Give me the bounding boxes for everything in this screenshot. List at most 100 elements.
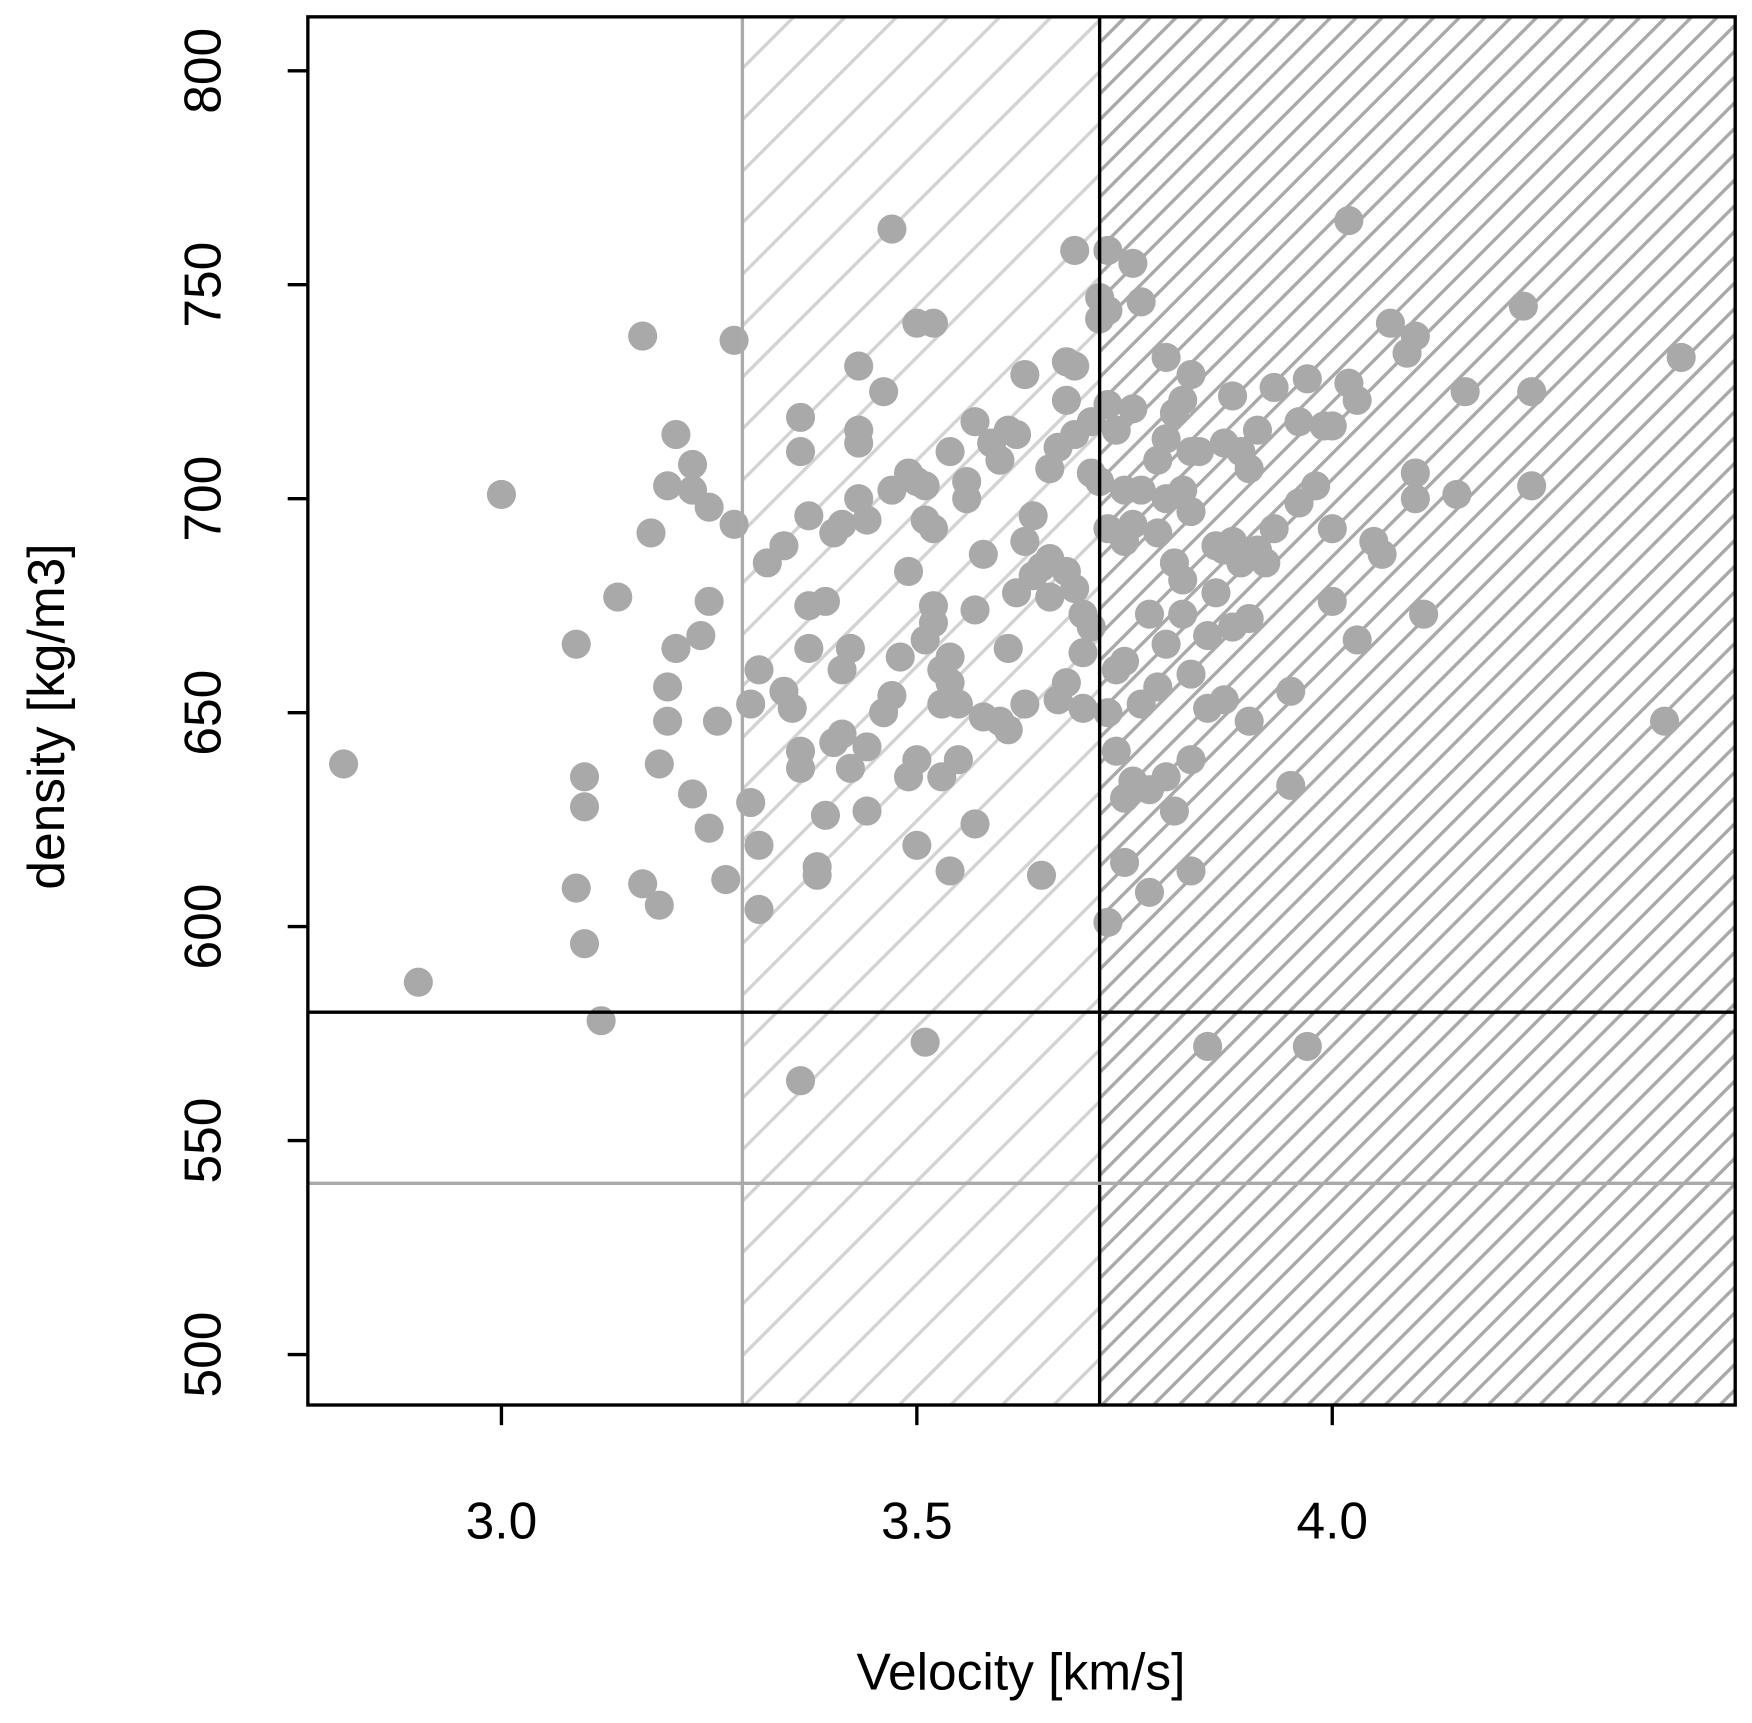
hatch-line — [1280, 949, 1736, 1406]
point — [1375, 308, 1405, 338]
point — [1251, 548, 1281, 578]
point — [1118, 509, 1148, 539]
hatch-line — [1435, 1104, 1736, 1406]
hatch-line — [1099, 563, 1736, 1204]
point — [1276, 770, 1306, 800]
point — [794, 633, 824, 664]
point — [777, 693, 807, 723]
point — [1168, 565, 1198, 595]
point — [785, 753, 816, 783]
y-axis-label: density [kg/m3] — [17, 543, 75, 889]
point — [686, 621, 716, 651]
plot-frame — [306, 15, 1737, 1407]
point — [1051, 385, 1081, 415]
hatch-line — [742, 378, 1100, 741]
hatch-line — [1099, 486, 1736, 1127]
point — [1184, 437, 1214, 467]
point — [852, 732, 882, 762]
point — [1010, 526, 1040, 557]
hatch-line — [742, 172, 1100, 535]
point — [1001, 419, 1032, 450]
x-tick-label: 3.5 — [881, 1491, 953, 1549]
point — [902, 830, 932, 860]
point — [1110, 847, 1140, 877]
point — [1367, 539, 1397, 569]
hatch-line — [1383, 1052, 1736, 1406]
point — [1234, 603, 1264, 634]
hatch-line — [794, 1099, 1100, 1406]
point — [910, 1027, 940, 1057]
point — [827, 509, 857, 539]
point — [1143, 518, 1173, 548]
point — [1292, 364, 1322, 394]
point — [569, 792, 600, 822]
point — [628, 869, 658, 899]
point — [719, 325, 749, 355]
hatch-line — [1099, 22, 1736, 663]
point — [1317, 586, 1347, 616]
point — [1168, 385, 1198, 415]
point — [952, 484, 982, 514]
point — [744, 830, 774, 860]
hatch-line — [1099, 16, 1668, 586]
point — [943, 745, 973, 775]
hatch-line — [742, 532, 1100, 895]
point — [960, 809, 990, 839]
point — [910, 471, 940, 501]
point — [1193, 1031, 1223, 1061]
point — [1093, 295, 1123, 325]
point — [1159, 796, 1189, 826]
hatch-line — [1099, 692, 1736, 1333]
point — [810, 586, 841, 616]
point — [1118, 248, 1148, 278]
point — [985, 445, 1015, 475]
point — [918, 308, 949, 338]
point — [653, 471, 683, 501]
point — [1292, 1031, 1322, 1061]
point — [1035, 582, 1065, 612]
hatch-line — [742, 69, 1100, 432]
hatch-line — [1100, 769, 1736, 1406]
y-tick-label: 550 — [174, 1098, 232, 1184]
point — [1450, 377, 1480, 407]
point — [644, 890, 674, 920]
point — [1176, 856, 1206, 886]
point — [785, 402, 816, 432]
point — [1218, 381, 1248, 411]
x-tick-label: 3.0 — [466, 1491, 538, 1549]
point — [1151, 424, 1181, 454]
hatch-line — [1099, 99, 1736, 741]
points-layer — [329, 205, 1696, 1096]
hatch-line — [1255, 923, 1736, 1406]
point — [603, 582, 633, 612]
point — [1151, 629, 1181, 659]
point — [869, 377, 899, 407]
point — [1110, 646, 1140, 676]
hatch-line — [1099, 305, 1736, 947]
point — [902, 745, 932, 775]
point — [661, 419, 691, 450]
point — [993, 715, 1023, 745]
point — [1284, 407, 1314, 437]
point — [653, 706, 683, 736]
point — [329, 749, 359, 779]
point — [694, 813, 724, 843]
point — [794, 501, 824, 531]
hatch-line — [1099, 16, 1436, 354]
point — [802, 860, 832, 890]
hatch-line — [1099, 16, 1616, 535]
point — [569, 762, 600, 792]
point — [769, 531, 799, 561]
point — [960, 407, 990, 437]
hatch-line — [846, 1150, 1100, 1406]
x-axis-label: Velocity [km/s] — [856, 1643, 1185, 1701]
hatch-line — [742, 429, 1100, 792]
hatch-line — [742, 687, 1100, 1050]
hatch-line — [1099, 357, 1736, 998]
y-tick-label: 750 — [174, 242, 232, 328]
point — [403, 967, 433, 997]
point — [1259, 514, 1289, 544]
hatch-line — [1099, 151, 1736, 792]
hatch-line — [742, 16, 744, 20]
